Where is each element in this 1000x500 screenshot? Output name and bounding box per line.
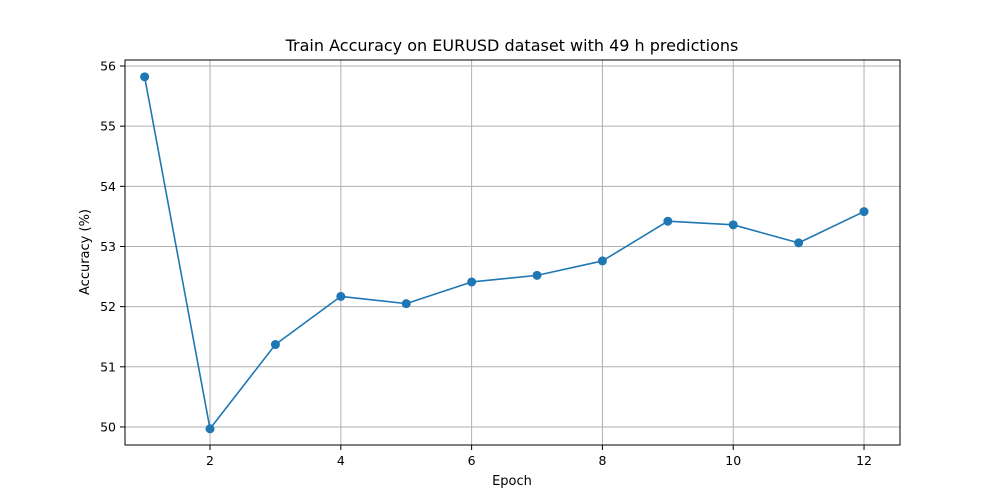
grid-lines xyxy=(125,60,900,445)
data-point xyxy=(467,277,477,287)
y-tick-label: 50 xyxy=(100,419,116,434)
data-point xyxy=(532,270,542,280)
y-tick-label: 52 xyxy=(100,299,116,314)
data-point xyxy=(140,72,150,82)
x-axis: 2 4 6 8 10 12 xyxy=(206,445,872,468)
x-tick-label: 12 xyxy=(856,453,872,468)
y-tick-label: 53 xyxy=(100,239,116,254)
x-tick-label: 8 xyxy=(598,453,606,468)
data-point xyxy=(270,340,280,350)
series-line xyxy=(143,76,865,430)
data-point xyxy=(597,256,607,266)
data-point xyxy=(205,424,215,434)
data-series xyxy=(140,72,869,434)
data-point xyxy=(728,220,738,230)
plot-frame xyxy=(124,59,901,446)
data-point xyxy=(401,299,411,309)
x-tick-label: 10 xyxy=(725,453,741,468)
y-axis: 50 51 52 53 54 55 56 xyxy=(100,59,125,434)
x-tick-label: 6 xyxy=(468,453,476,468)
y-tick-label: 56 xyxy=(100,59,116,74)
y-tick-label: 54 xyxy=(100,179,116,194)
data-point xyxy=(663,216,673,226)
x-axis-label: Epoch xyxy=(492,474,532,489)
data-point xyxy=(336,291,346,301)
y-tick-label: 55 xyxy=(100,119,116,134)
y-axis-label: Accuracy (%) xyxy=(78,209,93,295)
chart-title: Train Accuracy on EURUSD dataset with 49… xyxy=(285,36,739,55)
data-point xyxy=(859,207,869,217)
data-point xyxy=(794,238,804,248)
y-tick-label: 51 xyxy=(100,359,116,374)
x-tick-label: 4 xyxy=(337,453,345,468)
x-tick-label: 2 xyxy=(206,453,214,468)
